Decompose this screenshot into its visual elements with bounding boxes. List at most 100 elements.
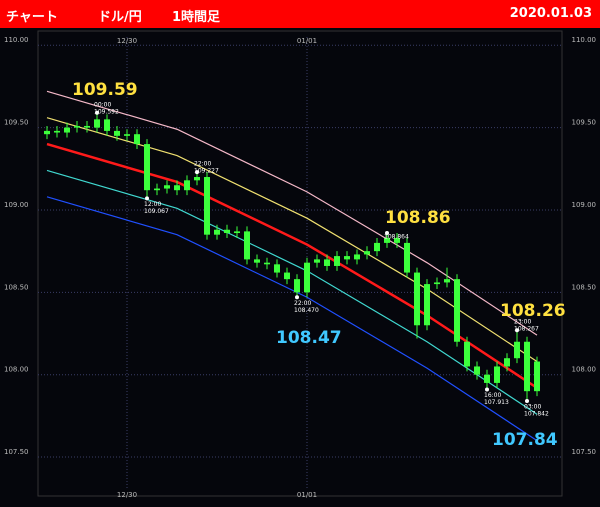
y-tick-label-right: 108.00 bbox=[572, 366, 597, 374]
annotation-dot bbox=[515, 328, 519, 333]
annotation-price: 109.592 bbox=[94, 108, 119, 115]
candle-body bbox=[414, 272, 420, 326]
candle-body bbox=[304, 262, 310, 293]
channel-line bbox=[46, 117, 538, 363]
candle-body bbox=[294, 279, 300, 293]
annotation-time: 00:00 bbox=[94, 101, 111, 108]
candle-body bbox=[274, 264, 280, 273]
candle-body bbox=[264, 262, 270, 265]
candle-body bbox=[254, 259, 260, 263]
header-bar: チャート ドル/円 1時間足 2020.01.03 bbox=[0, 0, 600, 28]
timeframe: 1時間足 bbox=[172, 10, 221, 25]
annotation-price: 108.470 bbox=[294, 307, 319, 314]
candle-body bbox=[344, 256, 350, 260]
currency-pair: ドル/円 bbox=[98, 10, 142, 25]
candle-body bbox=[314, 259, 320, 263]
candle-body bbox=[384, 237, 390, 243]
annotation-dot bbox=[95, 110, 99, 115]
candle-body bbox=[354, 254, 360, 260]
candle-body bbox=[84, 125, 90, 128]
annotation-big: 107.84 bbox=[492, 430, 558, 450]
y-tick-label: 108.50 bbox=[4, 283, 29, 291]
y-tick-label: 108.00 bbox=[4, 366, 29, 374]
candle-body bbox=[404, 242, 410, 273]
candle-body bbox=[114, 130, 120, 136]
y-tick-label-right: 107.50 bbox=[572, 448, 597, 456]
candle-body bbox=[524, 341, 530, 392]
chart: 110.00 110.00 109.50 109.50 109.00 109.00 108.… bbox=[0, 28, 600, 507]
candle-body bbox=[194, 177, 200, 181]
candle-body bbox=[474, 366, 480, 375]
annotation-big: 108.26 bbox=[500, 301, 566, 321]
annotation-time: 23:00 bbox=[514, 319, 531, 326]
y-tick-label-right: 109.00 bbox=[572, 201, 597, 209]
candle-body bbox=[494, 366, 500, 383]
candle-body bbox=[174, 185, 180, 191]
candle-body bbox=[64, 127, 70, 133]
candle-body bbox=[124, 134, 130, 136]
annotation-big: 109.59 bbox=[72, 80, 138, 100]
candle-body bbox=[134, 134, 140, 145]
candle-body bbox=[364, 251, 370, 255]
candle-body bbox=[94, 119, 100, 128]
annotation-price: 107.842 bbox=[524, 411, 549, 418]
annotation-dot bbox=[295, 295, 299, 300]
candle-body bbox=[534, 361, 540, 392]
candle-body bbox=[204, 177, 210, 235]
candle-body bbox=[144, 144, 150, 191]
candle-body bbox=[54, 130, 60, 133]
candle-body bbox=[234, 231, 240, 234]
x-tick-label-top: 01/01 bbox=[297, 37, 317, 45]
annotation-time: 03:00 bbox=[524, 404, 541, 411]
candle-body bbox=[184, 180, 190, 191]
annotation-time: 12:00 bbox=[144, 201, 161, 208]
y-tick-label: 107.50 bbox=[4, 448, 29, 456]
annotation-price: 109.067 bbox=[144, 208, 169, 215]
x-tick-label-top: 12/30 bbox=[117, 37, 137, 45]
candle-body bbox=[374, 242, 380, 252]
candle-body bbox=[514, 341, 520, 359]
x-tick-label: 12/30 bbox=[117, 491, 137, 499]
y-tick-label-right: 108.50 bbox=[572, 283, 597, 291]
candle-body bbox=[164, 185, 170, 189]
y-tick-label-right: 109.50 bbox=[572, 119, 597, 127]
annotation-price: 108.864 bbox=[384, 234, 409, 241]
annotation-dot bbox=[195, 170, 199, 175]
date: 2020.01.03 bbox=[509, 6, 592, 21]
candle-body bbox=[394, 237, 400, 243]
annotation-price: 109.227 bbox=[194, 168, 219, 175]
channel-line bbox=[46, 142, 538, 389]
candle-body bbox=[454, 279, 460, 342]
annotation-big: 108.86 bbox=[385, 208, 451, 228]
channel-line bbox=[46, 90, 538, 336]
annotation-price: 108.267 bbox=[514, 326, 539, 333]
plot-frame bbox=[37, 30, 563, 497]
annotation-dot bbox=[485, 387, 489, 392]
y-tick-label: 109.50 bbox=[4, 119, 29, 127]
annotation-big: 108.47 bbox=[276, 328, 342, 348]
annotation-price: 107.913 bbox=[484, 399, 509, 406]
y-tick-label-right: 110.00 bbox=[572, 36, 597, 44]
y-tick-label: 110.00 bbox=[4, 36, 29, 44]
annotation-dot bbox=[145, 196, 149, 201]
candle-body bbox=[284, 272, 290, 280]
candle-body bbox=[214, 229, 220, 235]
annotation-time: 16:00 bbox=[484, 392, 501, 399]
candle-body bbox=[324, 259, 330, 266]
annotation-dot bbox=[525, 399, 529, 404]
y-tick-label: 109.00 bbox=[4, 201, 29, 209]
candle-body bbox=[444, 279, 450, 283]
candle-body bbox=[434, 282, 440, 285]
candle-body bbox=[424, 284, 430, 326]
candle-body bbox=[464, 341, 470, 367]
candle-body bbox=[504, 358, 510, 367]
candle-body bbox=[224, 229, 230, 234]
annotation-time: 22:00 bbox=[294, 300, 311, 307]
candle-body bbox=[44, 130, 50, 135]
annotation-dot bbox=[385, 231, 389, 236]
candle-body bbox=[484, 374, 490, 383]
candle-body bbox=[74, 125, 80, 128]
candle-body bbox=[244, 231, 250, 260]
candle-body bbox=[154, 188, 160, 191]
